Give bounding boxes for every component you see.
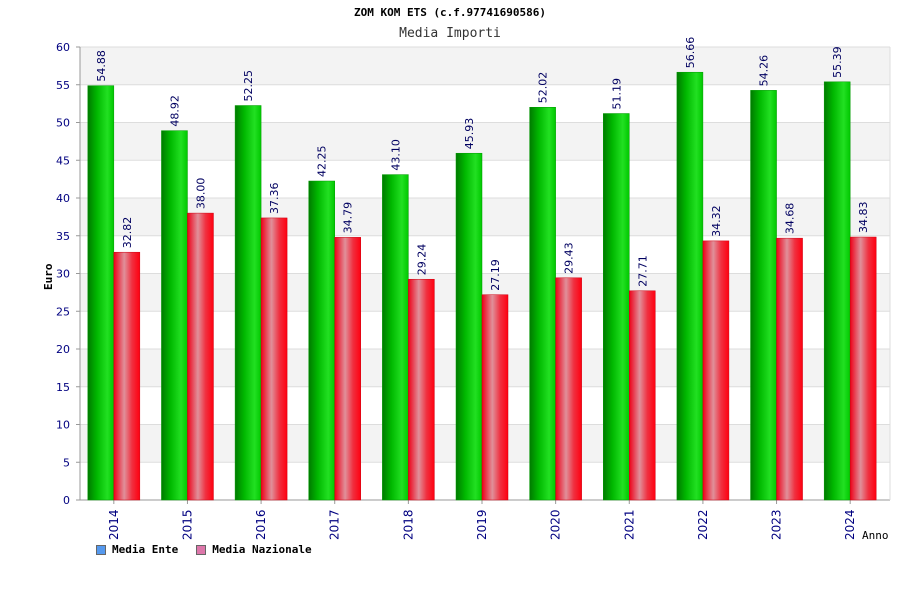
bar-media-ente-2017 [308, 180, 335, 501]
y-tick-label: 5 [63, 456, 70, 469]
data-label-media-nazionale-2022: 34.32 [710, 205, 723, 237]
bar-media-nazionale-2022 [702, 240, 730, 501]
x-tick-label-2021: 2021 [622, 509, 636, 540]
x-tick-label-2020: 2020 [549, 509, 563, 540]
bar-media-nazionale-2015 [187, 212, 214, 501]
chart-subtitle: Media Importi [399, 26, 501, 41]
bar-media-ente-2024 [823, 81, 851, 501]
data-label-media-ente-2014: 54.88 [95, 50, 108, 81]
bar-media-ente-2023 [750, 90, 777, 501]
y-tick-label: 30 [56, 268, 70, 281]
data-label-media-ente-2015: 48.92 [168, 95, 181, 127]
x-axis-label: Anno [862, 529, 889, 542]
bar-media-ente-2020 [529, 106, 556, 501]
grid-band [80, 47, 890, 85]
data-label-media-nazionale-2021: 27.71 [636, 255, 649, 287]
data-label-media-ente-2022: 56.66 [684, 37, 697, 69]
legend: Media Ente Media Nazionale [96, 543, 312, 556]
y-tick-label: 45 [56, 154, 70, 167]
y-tick-label: 40 [56, 192, 70, 205]
data-label-media-ente-2023: 54.26 [758, 55, 771, 87]
y-tick-label: 55 [56, 79, 70, 92]
bar-media-ente-2019 [455, 152, 483, 501]
bar-media-ente-2015 [161, 130, 188, 501]
data-label-media-nazionale-2014: 32.82 [121, 217, 134, 249]
y-tick-label: 15 [56, 381, 70, 394]
data-label-media-nazionale-2019: 27.19 [489, 259, 502, 291]
bar-media-ente-2018 [382, 174, 409, 501]
data-label-media-nazionale-2024: 34.83 [857, 202, 870, 234]
bar-media-nazionale-2024 [849, 236, 877, 501]
data-label-media-nazionale-2023: 34.68 [784, 203, 797, 235]
data-label-media-ente-2016: 52.25 [242, 70, 255, 102]
x-tick-label-2017: 2017 [328, 509, 342, 540]
y-tick-label: 60 [56, 41, 70, 54]
x-tick-label-2015: 2015 [180, 509, 194, 540]
x-tick-label-2024: 2024 [843, 509, 857, 540]
bar-media-nazionale-2021 [629, 290, 656, 501]
x-tick-label-2014: 2014 [107, 509, 121, 540]
y-tick-label: 10 [56, 419, 70, 432]
data-label-media-nazionale-2018: 29.24 [415, 244, 428, 276]
bar-media-nazionale-2019 [481, 294, 509, 501]
data-label-media-ente-2018: 43.10 [389, 139, 402, 171]
data-label-media-ente-2021: 51.19 [610, 78, 623, 110]
data-label-media-nazionale-2020: 29.43 [563, 242, 576, 274]
x-tick-label-2019: 2019 [475, 509, 489, 540]
bar-media-nazionale-2023 [776, 237, 803, 501]
bar-media-nazionale-2020 [555, 277, 582, 501]
bar-media-nazionale-2017 [334, 237, 361, 501]
y-tick-label: 0 [63, 494, 70, 507]
y-tick-label: 35 [56, 230, 70, 243]
legend-label-media-nazionale: Media Nazionale [212, 543, 312, 556]
data-label-media-ente-2017: 42.25 [316, 146, 329, 178]
x-tick-label-2023: 2023 [770, 509, 784, 540]
legend-item-media-ente: Media Ente [96, 543, 178, 556]
data-label-media-nazionale-2017: 34.79 [342, 202, 355, 234]
data-label-media-nazionale-2016: 37.36 [268, 182, 281, 214]
bar-media-ente-2014 [87, 85, 115, 501]
data-label-media-ente-2020: 52.02 [537, 72, 550, 104]
bar-media-ente-2022 [676, 71, 704, 501]
bar-media-ente-2021 [603, 113, 630, 501]
chart-title: ZOM KOM ETS (c.f.97741690586) [353, 6, 547, 19]
bar-media-nazionale-2018 [408, 278, 435, 501]
bar-media-nazionale-2016 [260, 217, 288, 501]
legend-label-media-ente: Media Ente [112, 543, 179, 556]
legend-item-media-nazionale: Media Nazionale [196, 543, 312, 556]
x-tick-label-2018: 2018 [401, 509, 415, 540]
x-tick-label-2022: 2022 [696, 509, 710, 540]
data-label-media-ente-2019: 45.93 [463, 118, 476, 150]
y-tick-label: 25 [56, 305, 70, 318]
bar-media-nazionale-2014 [113, 251, 141, 501]
data-label-media-nazionale-2015: 38.00 [194, 178, 207, 210]
legend-swatch-media-ente [96, 544, 106, 555]
x-tick-label-2016: 2016 [254, 509, 268, 540]
legend-swatch-media-nazionale [196, 544, 207, 555]
y-tick-label: 20 [56, 343, 70, 356]
data-label-media-ente-2024: 55.39 [831, 46, 844, 78]
bar-media-ente-2016 [234, 105, 262, 501]
y-tick-label: 50 [56, 117, 70, 130]
